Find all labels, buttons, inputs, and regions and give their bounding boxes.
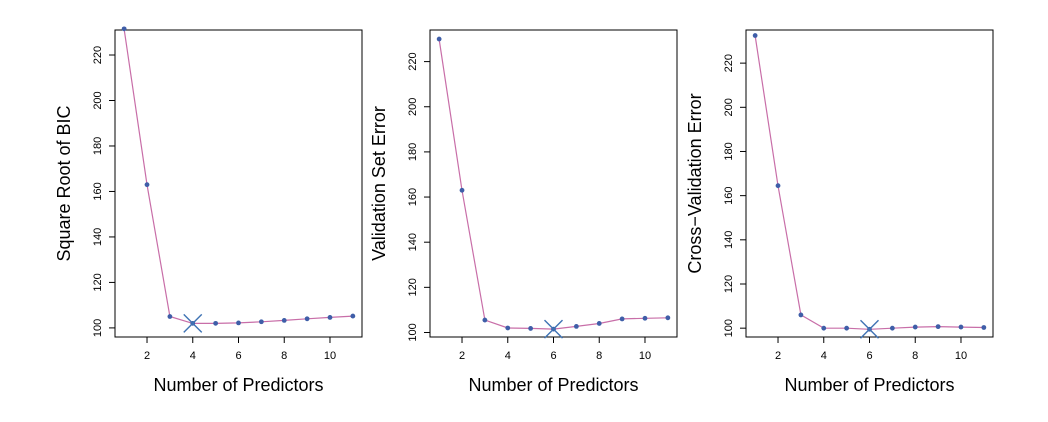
y-tick-label: 160 bbox=[92, 182, 104, 200]
y-axis-label: Validation Set Error bbox=[369, 106, 389, 261]
x-tick-label: 8 bbox=[912, 350, 918, 362]
panel-cross-validation: 2 4 6 8 10 100 120 140 160 180 200 220 Number of Pre… bbox=[685, 29, 994, 395]
data-point bbox=[236, 320, 241, 326]
y-tick-label: 200 bbox=[723, 98, 735, 116]
plot-frame bbox=[114, 29, 363, 338]
x-tick-label: 4 bbox=[505, 350, 511, 362]
x-tick-label: 8 bbox=[281, 350, 287, 362]
y-tick-label: 140 bbox=[407, 233, 419, 251]
data-point bbox=[844, 325, 850, 331]
data-point bbox=[505, 325, 511, 331]
y-tick-label: 200 bbox=[407, 98, 419, 116]
data-point bbox=[912, 324, 918, 330]
series-line bbox=[438, 38, 668, 330]
y-tick-label: 120 bbox=[92, 273, 104, 291]
best-model-marker bbox=[544, 319, 563, 339]
data-point bbox=[573, 323, 579, 329]
data-point bbox=[798, 312, 804, 318]
x-tick-label: 6 bbox=[866, 350, 872, 362]
x-axis-label: Number of Predictors bbox=[468, 375, 638, 395]
y-tick-label: 160 bbox=[723, 186, 735, 204]
y-tick-label: 160 bbox=[407, 188, 419, 206]
y-tick-label: 120 bbox=[723, 275, 735, 293]
y-tick-label: 100 bbox=[407, 323, 419, 341]
data-point bbox=[752, 33, 758, 38]
data-point bbox=[350, 313, 356, 319]
data-point bbox=[436, 36, 442, 42]
panel-validation: 2 4 6 8 10 100 120 140 160 180 200 220 Number of Pre… bbox=[369, 29, 678, 395]
data-point bbox=[596, 321, 602, 326]
data-point bbox=[144, 182, 150, 188]
y-axis-label: Cross−Validation Error bbox=[685, 93, 705, 273]
data-point bbox=[775, 183, 781, 189]
y-tick-label: 140 bbox=[723, 231, 735, 249]
y-tick-label: 200 bbox=[92, 91, 104, 109]
x-tick-label: 4 bbox=[190, 350, 196, 362]
x-tick-label: 6 bbox=[550, 350, 556, 362]
panel-bic: 2 4 6 8 10 100 120 140 160 180 200 220 Number of Pre… bbox=[54, 26, 363, 395]
data-point bbox=[958, 324, 964, 330]
data-point bbox=[821, 325, 827, 331]
y-tick-label: 100 bbox=[92, 319, 104, 337]
y-tick-label: 140 bbox=[92, 228, 104, 246]
best-model-marker bbox=[183, 313, 203, 333]
data-point bbox=[619, 316, 625, 322]
data-point bbox=[167, 314, 173, 319]
data-point bbox=[258, 319, 264, 325]
data-point bbox=[281, 317, 287, 323]
data-point bbox=[213, 320, 219, 326]
y-tick-label: 220 bbox=[723, 54, 735, 72]
x-tick-label: 2 bbox=[459, 350, 465, 362]
data-point bbox=[889, 325, 895, 331]
data-point bbox=[459, 187, 465, 193]
data-point bbox=[665, 315, 671, 321]
x-tick-label: 10 bbox=[955, 350, 967, 362]
y-tick-label: 180 bbox=[723, 142, 735, 160]
x-tick-label: 2 bbox=[144, 350, 150, 362]
data-point bbox=[327, 315, 333, 320]
y-tick-label: 180 bbox=[92, 137, 104, 155]
x-tick-label: 4 bbox=[821, 350, 827, 362]
data-point bbox=[981, 325, 987, 330]
data-point bbox=[304, 316, 310, 322]
x-tick-label: 10 bbox=[324, 350, 336, 362]
y-tick-label: 120 bbox=[407, 278, 419, 296]
plot-frame bbox=[745, 29, 994, 338]
x-axis-label: Number of Predictors bbox=[784, 375, 954, 395]
y-tick-label: 180 bbox=[407, 143, 419, 161]
x-tick-label: 10 bbox=[639, 350, 651, 362]
plot-frame bbox=[429, 29, 678, 338]
series-line bbox=[754, 35, 984, 330]
best-model-marker bbox=[860, 319, 879, 339]
y-axis-label: Square Root of BIC bbox=[54, 105, 74, 261]
y-tick-label: 220 bbox=[407, 52, 419, 70]
x-tick-label: 6 bbox=[235, 350, 241, 362]
x-axis-label: Number of Predictors bbox=[153, 375, 323, 395]
y-tick-label: 220 bbox=[92, 46, 104, 64]
x-tick-label: 2 bbox=[775, 350, 781, 362]
data-point bbox=[482, 317, 488, 323]
data-point bbox=[642, 315, 648, 321]
data-point bbox=[935, 324, 941, 330]
x-tick-label: 8 bbox=[596, 350, 602, 362]
data-point bbox=[528, 326, 534, 331]
y-tick-label: 100 bbox=[723, 319, 735, 337]
data-point bbox=[121, 26, 127, 32]
series-line bbox=[123, 28, 353, 324]
